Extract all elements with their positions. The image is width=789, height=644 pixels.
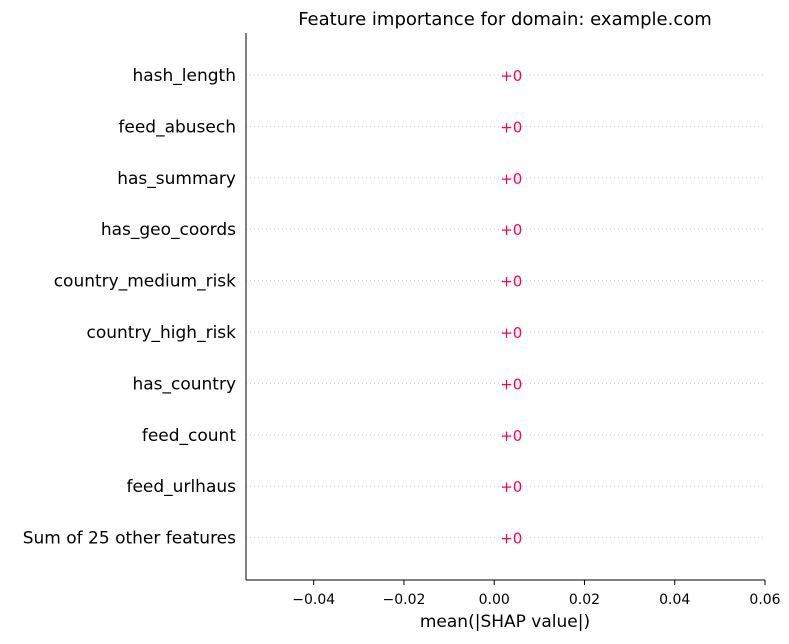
feature-label: feed_urlhaus (126, 477, 236, 497)
x-axis-ticks: −0.04 −0.02 0.00 0.02 0.04 0.06 (292, 580, 781, 608)
x-tick-label: −0.04 (292, 592, 335, 608)
feature-label: hash_length (132, 66, 236, 86)
x-tick-label: −0.02 (383, 592, 426, 608)
feature-label: has_country (132, 374, 236, 394)
x-tick-label: 0.06 (749, 592, 780, 608)
feature-label: country_high_risk (87, 323, 237, 343)
chart-title: Feature importance for domain: example.c… (298, 9, 712, 30)
value-label: +0 (500, 221, 522, 239)
feature-label: Sum of 25 other features (23, 529, 236, 549)
value-label: +0 (500, 170, 522, 188)
x-tick-label: 0.04 (659, 592, 690, 608)
grid-lines (246, 74, 765, 539)
x-tick-label: 0.00 (479, 592, 510, 608)
value-label: +0 (500, 478, 522, 496)
value-label: +0 (500, 530, 522, 548)
value-label: +0 (500, 324, 522, 342)
value-label: +0 (500, 273, 522, 291)
value-label: +0 (500, 375, 522, 393)
feature-label: has_geo_coords (101, 220, 236, 240)
feature-labels: hash_length feed_abusech has_summary has_ge… (23, 66, 237, 549)
value-label: +0 (500, 67, 522, 85)
feature-label: country_medium_risk (54, 272, 236, 292)
x-axis-label: mean(|SHAP value|) (420, 612, 590, 632)
x-tick-label: 0.02 (569, 592, 600, 608)
value-label: +0 (500, 427, 522, 445)
feature-label: feed_count (142, 426, 236, 446)
feature-label: feed_abusech (118, 117, 236, 137)
value-label: +0 (500, 118, 522, 136)
feature-label: has_summary (117, 169, 236, 189)
value-labels: +0 +0 +0 +0 +0 +0 +0 +0 +0 +0 (500, 67, 522, 548)
